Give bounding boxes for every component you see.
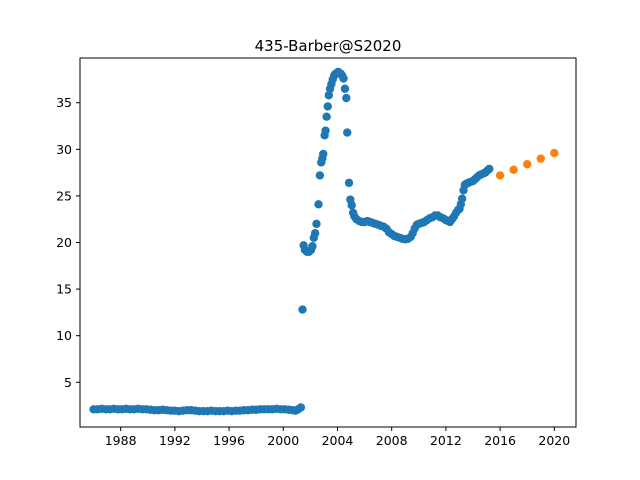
series-1-point [310,228,320,238]
series-1-point [347,201,356,210]
y-tick-label: 30 [56,142,72,157]
series-2-point [550,148,559,158]
x-tick-label: 2008 [376,433,408,448]
x-tick-label: 2016 [484,433,516,448]
x-tick-label: 2004 [322,433,354,448]
x-tick-label: 2000 [267,433,299,448]
x-tick-label: 1988 [105,433,137,448]
series-1-point [342,93,351,103]
series-1-point [314,200,323,209]
series-1-point [340,84,350,93]
chart-title: 435-Barber@S2020 [255,37,402,55]
series-2-point [509,165,518,175]
series-1-point [322,112,331,121]
y-tick-label: 20 [56,235,72,250]
series-1-point [298,305,307,314]
series-1-point [485,164,494,174]
x-tick-label: 1992 [159,433,191,448]
series-1-point [339,74,348,83]
series-1-point [315,171,325,180]
series-2-point [536,154,545,163]
y-tick-label: 35 [56,95,72,110]
y-tick-label: 10 [56,328,72,343]
series-1-point [308,242,317,251]
x-tick-label: 2020 [538,433,570,448]
series-2-point [495,171,505,180]
y-tick-label: 5 [64,375,72,390]
series-1-point [324,91,334,100]
series-1-point [457,194,467,203]
series-1-point [323,102,332,111]
series-1-point [343,128,352,137]
series-2-point [523,160,532,169]
data-points [89,67,559,416]
x-tick-label: 1996 [213,433,245,448]
y-tick-label: 15 [56,282,72,297]
x-tick-label: 2012 [430,433,462,448]
series-1-point [321,126,330,135]
axes: 1988 1992 1996 2000 2004 2008 2012 2016 2020 5 10 1… [56,57,577,448]
y-tick-label: 25 [56,188,72,203]
series-1-point [296,403,306,412]
series-1-point [312,219,321,229]
series-1-point [319,149,328,159]
series-1-point [344,178,354,188]
